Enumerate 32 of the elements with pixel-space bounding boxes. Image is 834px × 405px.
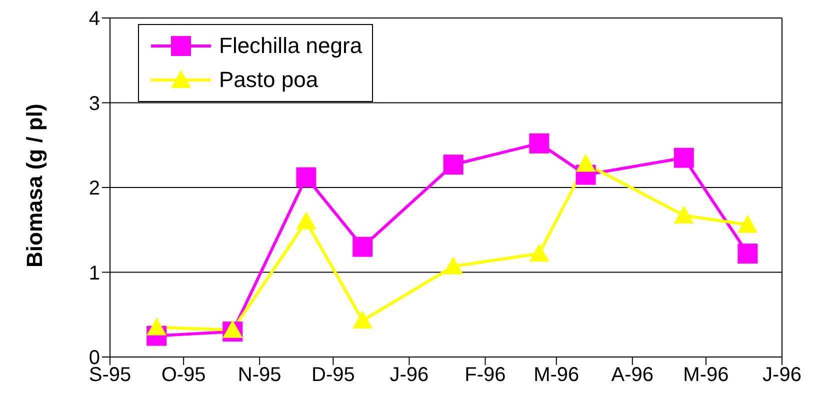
y-axis-title: Biomasa (g / pl) bbox=[22, 104, 47, 268]
legend-label: Pasto poa bbox=[219, 67, 318, 93]
y-tick-label: 3 bbox=[88, 92, 100, 115]
point bbox=[222, 320, 243, 338]
point bbox=[443, 256, 464, 274]
x-tick-label: O-95 bbox=[161, 364, 206, 386]
point bbox=[352, 236, 373, 257]
y-tick-label: 4 bbox=[88, 8, 100, 30]
point bbox=[352, 310, 373, 329]
point bbox=[674, 148, 694, 168]
legend-label: Flechilla negra bbox=[219, 33, 362, 59]
x-tick-label: S-95 bbox=[88, 364, 132, 386]
x-tick-label: J-96 bbox=[762, 364, 802, 386]
x-tick-label: N-95 bbox=[238, 364, 282, 386]
point bbox=[738, 244, 758, 264]
point bbox=[146, 317, 167, 336]
y-tick-label: 1 bbox=[88, 262, 100, 284]
point bbox=[674, 205, 694, 224]
point bbox=[529, 133, 550, 154]
y-tick-label: 2 bbox=[88, 178, 100, 200]
point bbox=[529, 244, 550, 262]
x-tick-label: M-96 bbox=[683, 364, 729, 386]
x-tick-label: J-96 bbox=[390, 364, 429, 386]
point bbox=[296, 167, 316, 188]
x-tick-label: A-96 bbox=[611, 364, 654, 386]
point bbox=[576, 154, 596, 172]
point bbox=[738, 214, 758, 233]
x-tick-label: F-96 bbox=[464, 364, 506, 386]
x-tick-label: M-96 bbox=[534, 364, 580, 386]
x-tick-label: D-95 bbox=[312, 364, 355, 386]
point bbox=[443, 154, 464, 175]
point bbox=[296, 211, 316, 230]
